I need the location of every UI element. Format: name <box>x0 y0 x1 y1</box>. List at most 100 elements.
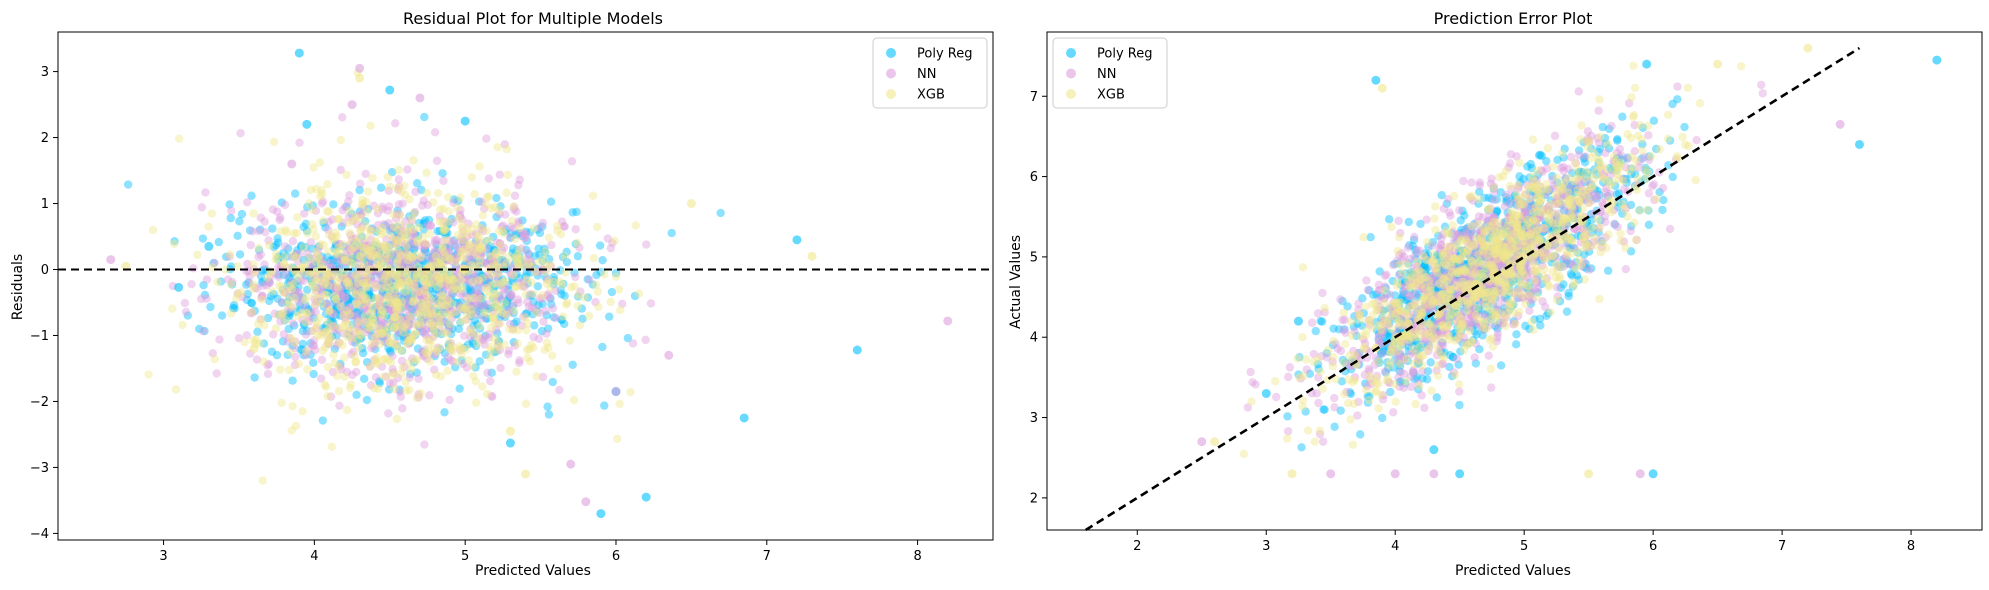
cloud-point <box>287 277 297 287</box>
cloud-point <box>363 322 373 332</box>
cloud-point <box>270 309 279 318</box>
cloud-point <box>372 227 381 236</box>
cloud-point <box>362 395 372 405</box>
cloud-point <box>576 287 585 296</box>
cloud-point <box>421 305 430 314</box>
cloud-point <box>395 261 404 270</box>
cloud-point <box>542 279 551 288</box>
cloud-point <box>445 319 455 329</box>
cloud-point <box>414 309 423 319</box>
cloud-point <box>123 180 133 189</box>
cloud-point <box>448 285 458 294</box>
cloud-point <box>458 235 467 245</box>
cloud-point <box>352 308 362 317</box>
cloud-point <box>1603 266 1613 275</box>
cloud-point <box>247 191 256 200</box>
cloud-point <box>430 255 439 264</box>
cloud-point <box>323 247 333 256</box>
cloud-point <box>292 228 301 238</box>
cloud-point <box>515 273 524 283</box>
cloud-point <box>381 241 390 250</box>
data-point <box>355 73 365 83</box>
cloud-point <box>393 273 403 282</box>
cloud-point <box>403 242 413 251</box>
cloud-point <box>402 319 411 329</box>
cloud-point <box>405 358 414 367</box>
cloud-point <box>347 209 356 219</box>
cloud-point <box>324 207 333 216</box>
cloud-point <box>393 249 403 259</box>
cloud-point <box>354 333 363 343</box>
cloud-point <box>439 176 448 185</box>
cloud-point <box>405 227 415 236</box>
cloud-point <box>255 339 265 348</box>
cloud-point <box>448 237 457 246</box>
cloud-point <box>461 288 470 298</box>
cloud-point <box>519 312 528 321</box>
cloud-point <box>515 223 525 232</box>
cloud-point <box>325 306 334 315</box>
cloud-point <box>351 290 361 299</box>
cloud-point <box>415 323 424 332</box>
cloud-point <box>413 259 422 268</box>
cloud-point <box>363 241 372 250</box>
data-point <box>686 199 696 209</box>
cloud-point <box>383 277 392 286</box>
cloud-point <box>1612 190 1621 199</box>
cloud-point <box>350 312 360 321</box>
cloud-point <box>1443 271 1453 280</box>
cloud-point <box>380 275 390 284</box>
cloud-point <box>1330 422 1339 431</box>
cloud-point <box>427 324 437 333</box>
cloud-point <box>467 310 477 319</box>
cloud-point <box>283 306 292 315</box>
cloud-point <box>357 232 367 241</box>
cloud-point <box>265 278 274 287</box>
cloud-point <box>436 279 445 288</box>
cloud-point <box>337 365 346 374</box>
cloud-point <box>349 310 358 320</box>
cloud-point <box>426 303 435 312</box>
cloud-point <box>511 283 521 292</box>
cloud-point <box>440 357 449 366</box>
cloud-point <box>440 271 449 281</box>
cloud-point <box>348 216 357 225</box>
cloud-point <box>342 405 352 415</box>
cloud-point <box>373 220 383 230</box>
cloud-point <box>409 255 418 265</box>
cloud-point <box>372 358 382 367</box>
cloud-point <box>410 280 419 289</box>
cloud-point <box>1417 361 1427 370</box>
legend-label: Poly Reg <box>917 47 972 62</box>
cloud-point <box>440 309 449 318</box>
cloud-point <box>374 301 383 310</box>
cloud-point <box>404 278 413 287</box>
cloud-point <box>451 362 460 372</box>
cloud-point <box>431 272 441 281</box>
cloud-point <box>429 326 439 335</box>
cloud-point <box>1613 136 1622 145</box>
cloud-point <box>1442 226 1451 236</box>
legend-label: XGB <box>917 88 945 103</box>
cloud-point <box>384 301 393 310</box>
cloud-point <box>397 272 406 282</box>
cloud-point <box>473 239 483 248</box>
cloud-point <box>401 292 411 301</box>
cloud-point <box>389 312 399 322</box>
cloud-point <box>542 329 551 338</box>
cloud-point <box>438 242 447 251</box>
cloud-point <box>432 235 441 245</box>
cloud-point <box>447 289 457 298</box>
cloud-point <box>168 304 177 313</box>
cloud-point <box>361 302 370 311</box>
y-tick-label: 0 <box>41 263 49 278</box>
cloud-point <box>316 257 325 267</box>
cloud-point <box>377 282 386 291</box>
cloud-point <box>459 245 468 254</box>
cloud-point <box>356 210 366 219</box>
cloud-point <box>384 304 394 313</box>
cloud-point <box>439 305 449 314</box>
cloud-point <box>473 290 482 299</box>
cloud-point <box>313 250 323 259</box>
cloud-point <box>288 376 297 385</box>
